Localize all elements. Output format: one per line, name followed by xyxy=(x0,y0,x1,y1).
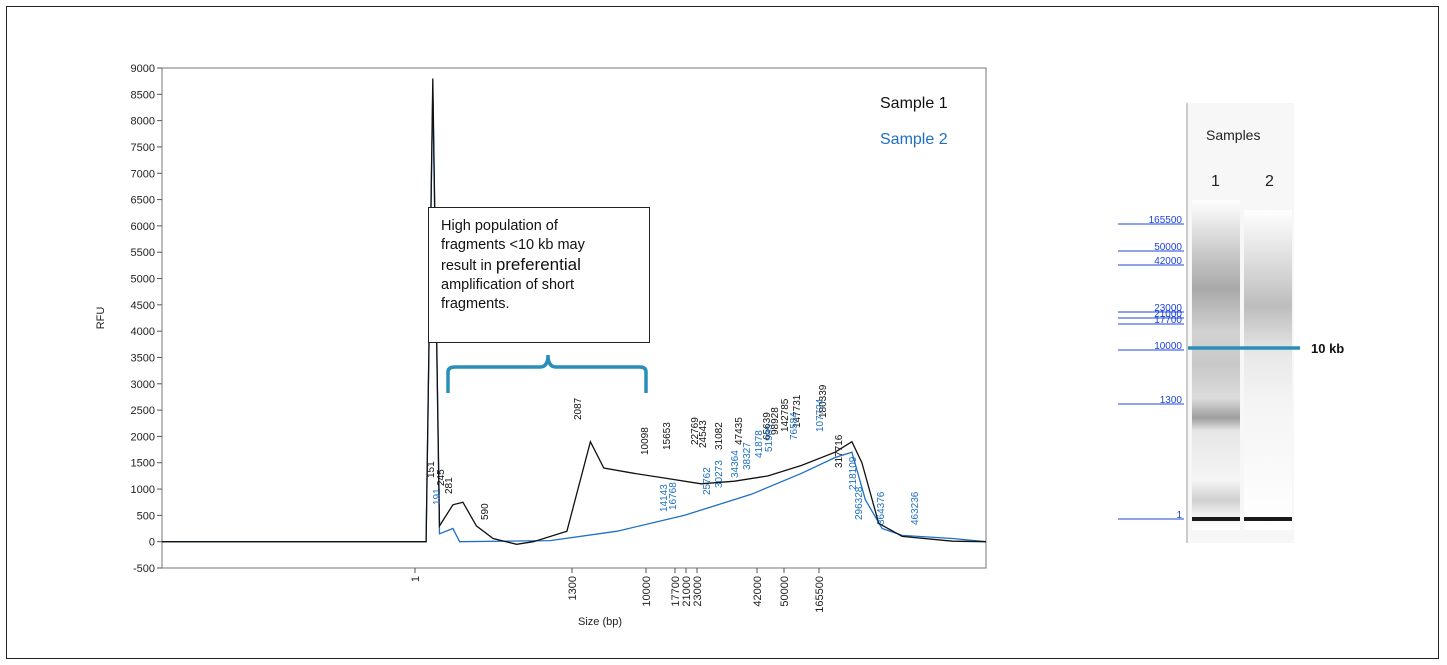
y-axis: -500 0 500 1000 1500 2000 2500 3000 3500 4000 4500… xyxy=(131,63,162,575)
y-tick-label: 5500 xyxy=(131,247,155,259)
peak-label-sample-2: 107724 xyxy=(815,398,826,432)
annotation-emphasis: preferential xyxy=(495,255,581,274)
peak-label-sample-1: 2087 xyxy=(573,397,584,420)
peak-label-sample-2: 34364 xyxy=(730,450,741,478)
peak-label-sample-1: 47435 xyxy=(734,417,745,445)
y-tick-label: 6500 xyxy=(131,195,155,207)
peak-label-sample-2: 14143 xyxy=(659,484,670,512)
y-tick-label: 1000 xyxy=(131,484,155,496)
ladder-label: 1 xyxy=(1176,510,1182,521)
gel-image: Samples 1 2 165500 50000 42000 230002100017… xyxy=(1118,103,1344,543)
gel-lane-2-label: 2 xyxy=(1265,173,1274,190)
peak-label-sample-1: 24543 xyxy=(698,420,709,448)
peak-label-sample-1: 22769 xyxy=(690,417,701,445)
peak-label-sample-2: 463236 xyxy=(910,491,921,525)
x-tick-label: 23000 xyxy=(692,576,704,607)
y-tick-label: 3000 xyxy=(131,379,155,391)
peak-label-sample-2: 38327 xyxy=(742,442,753,470)
gel-lane-1-label: 1 xyxy=(1211,173,1220,190)
ladder-label: 42000 xyxy=(1154,256,1182,267)
x-tick-label: 10000 xyxy=(641,576,653,607)
ladder-label: 21000 xyxy=(1154,309,1182,320)
ladder-label: 10000 xyxy=(1154,341,1182,352)
peak-label-sample-2: 30273 xyxy=(714,460,725,488)
annotation-line-2: fragments <10 kb may xyxy=(441,237,585,253)
gel-lane-1-bottom-band xyxy=(1192,517,1240,521)
peak-label-sample-1: 15653 xyxy=(662,422,673,450)
peak-label-sample-2: 51985 xyxy=(764,424,775,452)
y-tick-label: 7500 xyxy=(131,142,155,154)
annotation-line-1: High population of xyxy=(441,218,558,234)
y-tick-label: 4500 xyxy=(131,300,155,312)
peak-label-sample-2: 364376 xyxy=(876,491,887,525)
gel-10kb-label: 10 kb xyxy=(1311,341,1344,356)
ladder-label: 17700 xyxy=(1154,315,1182,326)
peak-label-sample-2: 25762 xyxy=(702,467,713,495)
x-tick-label: 17700 xyxy=(670,576,682,607)
x-tick-label: 50000 xyxy=(779,576,791,607)
electropherogram: -500 0 500 1000 1500 2000 2500 3000 3500 4000 4500… xyxy=(95,63,987,628)
y-tick-label: 2500 xyxy=(131,405,155,417)
peak-label-sample-2: 296328 xyxy=(854,486,865,520)
x-tick-label: 1300 xyxy=(567,576,579,600)
y-tick-label: 8500 xyxy=(131,89,155,101)
peak-label-sample-2: 16768 xyxy=(668,482,679,510)
y-axis-label: RFU xyxy=(95,307,107,330)
peak-label-sample-1: 10098 xyxy=(640,427,651,455)
y-tick-label: 6000 xyxy=(131,221,155,233)
peak-label-sample-1: 590 xyxy=(480,503,491,520)
peak-label-sample-1: 147731 xyxy=(792,394,803,428)
ladder-label: 23000 xyxy=(1154,303,1182,314)
gel-lane-2 xyxy=(1244,210,1292,530)
annotation-line-4: amplification of short xyxy=(441,277,574,293)
annotation-line-3-prefix: result in xyxy=(441,258,496,274)
peak-label-sample-2: 218109 xyxy=(848,456,859,490)
peak-label-sample-1: 151 xyxy=(426,461,437,478)
y-tick-label: 8000 xyxy=(131,116,155,128)
x-tick-label: 165500 xyxy=(814,576,826,613)
y-tick-label: 5000 xyxy=(131,274,155,286)
peak-label-sample-1: 281 xyxy=(444,477,455,494)
x-axis: 1 1300 10000 17700 21000 23000 42000 50000 16550… xyxy=(410,568,826,613)
annotation-bracket xyxy=(446,354,648,393)
y-tick-label: 2000 xyxy=(131,431,155,443)
peak-label-sample-1: 245 xyxy=(436,469,447,486)
ladder-label: 1300 xyxy=(1160,395,1183,406)
peak-label-sample-1: 98928 xyxy=(770,407,781,435)
legend-sample-1: Sample 1 xyxy=(880,95,948,112)
gel-lane-1 xyxy=(1192,200,1240,530)
x-tick-label: 1 xyxy=(410,576,422,582)
peak-label-sample-1: 180339 xyxy=(818,384,829,418)
peak-label-sample-2: 191 xyxy=(432,488,443,505)
y-tick-label: 7000 xyxy=(131,168,155,180)
peak-label-sample-2: 76584 xyxy=(789,412,800,440)
y-tick-label: 9000 xyxy=(131,63,155,75)
legend-sample-2: Sample 2 xyxy=(880,131,948,148)
y-tick-label: 4000 xyxy=(131,326,155,338)
x-tick-label: 21000 xyxy=(681,576,693,607)
y-tick-label: 3500 xyxy=(131,352,155,364)
y-tick-label: -500 xyxy=(133,563,155,575)
annotation-line-5: fragments. xyxy=(441,296,510,312)
peak-label-sample-1: 317716 xyxy=(834,434,845,468)
gel-lane-2-bottom-band xyxy=(1244,517,1292,521)
annotation-box: High population of fragments <10 kb may … xyxy=(428,207,650,343)
y-tick-label: 1500 xyxy=(131,458,155,470)
peak-label-sample-1: 65639 xyxy=(762,412,773,440)
gel-samples-title: Samples xyxy=(1206,127,1260,143)
y-tick-label: 0 xyxy=(149,537,155,549)
peak-label-sample-2: 41878 xyxy=(754,430,765,458)
peak-label-sample-1: 142785 xyxy=(780,398,791,432)
y-tick-label: 500 xyxy=(137,510,155,522)
peak-label-sample-1: 31082 xyxy=(714,422,725,450)
ladder-label: 165500 xyxy=(1149,215,1183,226)
x-axis-label: Size (bp) xyxy=(578,616,622,628)
annotation-line-3: result in preferential xyxy=(441,255,637,276)
ladder-label: 50000 xyxy=(1154,242,1182,253)
plot-area xyxy=(161,67,987,569)
x-tick-label: 42000 xyxy=(752,576,764,607)
